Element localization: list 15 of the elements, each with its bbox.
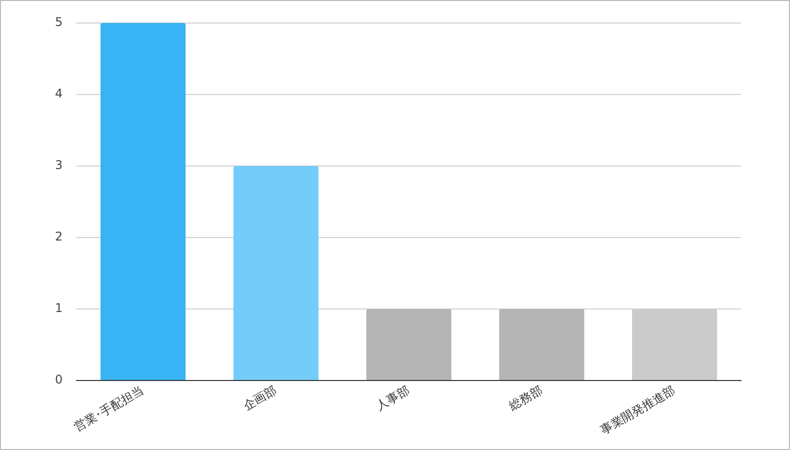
y-tick-label: 2 — [54, 230, 63, 244]
y-tick-label: 1 — [54, 301, 63, 316]
y-tick-label: 4 — [54, 86, 63, 101]
x-tick-label: 営業･手配担当 — [72, 382, 146, 434]
bar — [499, 309, 584, 380]
y-tick-label: 3 — [54, 158, 63, 172]
bar — [233, 166, 318, 380]
x-tick-label: 事業開発推進部 — [598, 382, 678, 438]
x-tick-label: 企画部 — [240, 382, 280, 414]
bar — [100, 23, 186, 380]
x-tick-label: 人事部 — [374, 382, 412, 414]
x-tick-label: 総務部 — [506, 382, 545, 414]
bar — [366, 309, 452, 380]
y-tick-label: 0 — [54, 372, 63, 387]
y-tick-label: 5 — [54, 15, 63, 30]
